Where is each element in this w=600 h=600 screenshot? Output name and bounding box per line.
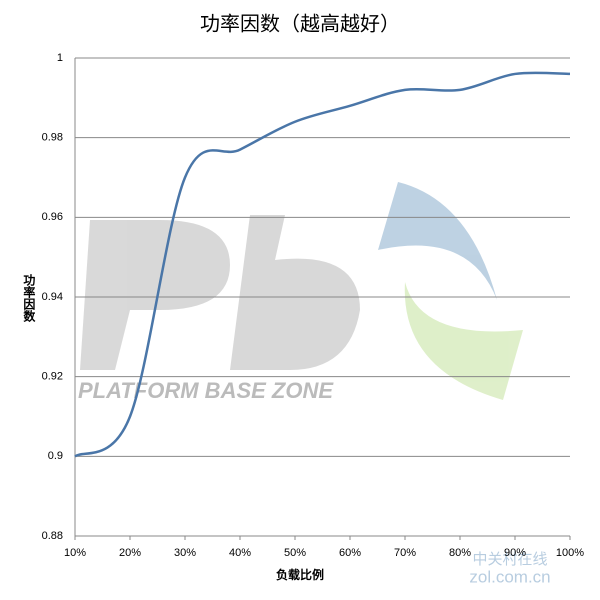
y-tick-label: 1 bbox=[57, 52, 63, 64]
watermark-text: zol.com.cn bbox=[469, 567, 550, 586]
y-tick-label: 0.98 bbox=[42, 132, 63, 144]
y-tick-label: 0.88 bbox=[42, 530, 63, 542]
watermark-shape bbox=[80, 220, 230, 370]
line-series bbox=[74, 71, 571, 458]
watermark-shape bbox=[404, 282, 523, 400]
x-tick-label: 100% bbox=[556, 547, 584, 559]
x-tick-label: 40% bbox=[229, 547, 251, 559]
y-axis-label: 功率因数 bbox=[22, 273, 36, 323]
x-axis-label: 负载比例 bbox=[276, 567, 324, 582]
y-tick-label: 0.92 bbox=[42, 371, 63, 383]
x-tick-label: 50% bbox=[284, 547, 306, 559]
x-tick-label: 80% bbox=[449, 547, 471, 559]
x-tick-label: 70% bbox=[394, 547, 416, 559]
watermark bbox=[80, 182, 523, 400]
y-tick-label: 0.96 bbox=[42, 211, 63, 223]
watermark-shape bbox=[230, 215, 360, 370]
x-tick-label: 30% bbox=[174, 547, 196, 559]
x-tick-label: 10% bbox=[64, 547, 86, 559]
x-tick-label: 20% bbox=[119, 547, 141, 559]
x-tick-label: 60% bbox=[339, 547, 361, 559]
watermark-text: PLATFORM BASE ZONE bbox=[78, 378, 334, 403]
chart-title: 功率因数（越高越好） bbox=[200, 12, 400, 36]
watermark-text: 中关村在线 bbox=[472, 551, 547, 568]
x-tick-label: 90% bbox=[504, 547, 526, 559]
y-tick-label: 0.9 bbox=[48, 450, 63, 462]
watermark-shape bbox=[378, 182, 497, 300]
y-tick-label: 0.94 bbox=[42, 291, 63, 303]
